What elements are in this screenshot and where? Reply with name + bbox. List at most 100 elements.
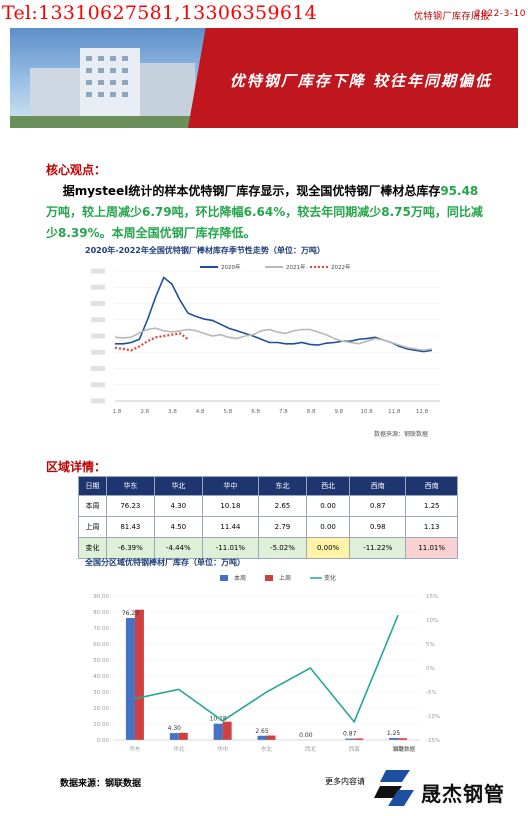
x-tick-label: 6.8 bbox=[251, 409, 260, 415]
x-tick-label: 西北 bbox=[305, 745, 317, 753]
core-paragraph: 据mysteel统计的样本优特钢厂库存显示，现全国优特钢厂棒材总库存95.48万… bbox=[46, 181, 486, 244]
table-cell: 变化 bbox=[78, 537, 107, 559]
col-header: 西南 bbox=[405, 476, 458, 496]
y-tick-mark bbox=[91, 398, 105, 404]
x-tick-label: 2.8 bbox=[140, 409, 149, 415]
x-tick-label: 7.8 bbox=[279, 409, 288, 415]
table-cell: 2.79 bbox=[258, 516, 307, 538]
table-cell: 4.30 bbox=[153, 495, 203, 517]
y2-tick-label: -5% bbox=[426, 690, 437, 696]
bar-上周 bbox=[266, 735, 276, 740]
table-cell: -4.44% bbox=[153, 537, 203, 559]
bar-chart: 0.00 10.00 20.00 30.00 40.00 50.00 60.00 70.00 8… bbox=[93, 574, 440, 753]
table-cell: 81.43 bbox=[105, 516, 155, 538]
col-header: 东北 bbox=[258, 476, 307, 496]
table-cell: 11.01% bbox=[405, 537, 458, 559]
x-tick-label: 华东 bbox=[129, 745, 141, 753]
y-tick-mark bbox=[91, 284, 105, 290]
y2-tick-label: 15% bbox=[426, 594, 438, 600]
table-cell: 10.18 bbox=[201, 495, 260, 517]
col-header: 日期 bbox=[78, 476, 107, 496]
report-date: 2022-3-10 bbox=[474, 9, 526, 19]
y-tick-mark bbox=[91, 349, 105, 355]
y-tick-mark bbox=[91, 301, 105, 306]
y-tick-label: 20.00 bbox=[93, 706, 109, 712]
col-header: 华中 bbox=[201, 476, 260, 496]
brand-logo-icon bbox=[374, 770, 414, 806]
legend-label: 2021年 bbox=[286, 263, 306, 271]
bar-上周 bbox=[398, 738, 408, 740]
table-cell: 4.50 bbox=[153, 516, 203, 538]
y-tick-mark bbox=[91, 382, 105, 388]
table-cell: -11.22% bbox=[349, 537, 407, 559]
line-chart-source: 数据来源：钢联数据 bbox=[374, 431, 429, 438]
legend-label: 变化 bbox=[324, 574, 336, 582]
legend-swatch bbox=[265, 575, 273, 581]
x-tick-label: 11.8 bbox=[388, 409, 401, 415]
legend-swatch bbox=[220, 575, 228, 581]
table-cell: -6.39% bbox=[105, 537, 155, 559]
y-tick-label: 30.00 bbox=[93, 690, 109, 696]
legend-label: 2020年 bbox=[221, 263, 241, 271]
table-cell: 0.87 bbox=[349, 495, 407, 517]
table-row: 本周 76.23 4.30 10.18 2.65 0.00 0.87 1.25 bbox=[78, 495, 458, 517]
data-label: 0.00 bbox=[299, 732, 313, 739]
bar-chart-source: 钢联数据 bbox=[393, 745, 416, 753]
x-tick-label: 10.8 bbox=[360, 409, 373, 415]
line-chart-title: 2020年-2022年全国优特钢厂棒材库存季节性走势（单位：万吨） bbox=[85, 246, 325, 255]
building-photo bbox=[10, 28, 215, 128]
bar-本周 bbox=[389, 738, 399, 740]
col-header: 华东 bbox=[105, 476, 155, 496]
y2-tick-label: 0% bbox=[426, 666, 435, 672]
bar-本周 bbox=[213, 723, 223, 740]
data-label: 2.65 bbox=[255, 728, 269, 735]
region-title: 区域详情： bbox=[46, 460, 107, 474]
x-tick-label: 西南 bbox=[393, 745, 405, 753]
table-row: 上周 81.43 4.50 11.44 2.79 0.00 0.98 1.13 bbox=[78, 516, 458, 538]
footer-source: 数据来源：钢联数据 bbox=[60, 779, 142, 789]
bar-本周 bbox=[345, 738, 355, 740]
table-cell: 0.00 bbox=[305, 516, 351, 538]
y2-tick-label: -15% bbox=[426, 738, 440, 744]
y2-tick-label: 5% bbox=[426, 642, 435, 648]
bar-本周 bbox=[125, 618, 135, 740]
table-cell: 0.00% bbox=[305, 537, 351, 559]
bar-上周 bbox=[134, 609, 144, 740]
table-cell: -5.02% bbox=[258, 537, 307, 559]
table-row: 变化 -6.39% -4.44% -11.01% -5.02% 0.00% -1… bbox=[78, 537, 458, 559]
bar-本周 bbox=[169, 733, 179, 740]
data-label: 1.25 bbox=[387, 730, 401, 737]
table-cell: 0.00 bbox=[305, 495, 351, 517]
core-title: 核心观点： bbox=[46, 163, 107, 177]
legend-label: 上周 bbox=[279, 574, 291, 582]
bar-chart-title: 全国分区域优特钢棒材厂库存（单位：万吨） bbox=[85, 558, 245, 567]
col-header: 西北 bbox=[305, 476, 351, 496]
table-cell: 0.98 bbox=[349, 516, 407, 538]
x-tick-label: 西南 bbox=[349, 745, 361, 753]
bar-上周 bbox=[354, 738, 364, 740]
data-label: 0.87 bbox=[343, 731, 357, 738]
y-tick-label: 40.00 bbox=[93, 674, 109, 680]
y-tick-mark bbox=[91, 268, 105, 274]
col-header: 西南 bbox=[349, 476, 407, 496]
banner: 优特钢厂库存下降 较往年同期偏低 bbox=[10, 28, 518, 128]
footer-more: 更多内容请 bbox=[325, 777, 365, 786]
report-title: 优特钢厂库存周报 2022-3-10 bbox=[413, 9, 526, 22]
data-label: 4.30 bbox=[168, 725, 182, 732]
bar-上周 bbox=[222, 721, 232, 740]
core-text-1: 据mysteel统计的样本优特钢厂库存显示，现全国优特钢厂棒材总库存 bbox=[62, 184, 441, 198]
phone-watermark: Tel:13310627581,13306359614 bbox=[2, 2, 318, 24]
y-tick-mark bbox=[91, 333, 105, 339]
series-line-2022年 bbox=[114, 332, 189, 352]
table-header-row: 日期 华东 华北 华中 东北 西北 西南 西南 bbox=[78, 476, 458, 496]
y-tick-label: 0.00 bbox=[97, 738, 110, 744]
table-cell: 2.65 bbox=[258, 495, 307, 517]
line-chart: 2020年 2021年 2022年 1.8 2.8 3.8 4.8 5.8 6.8 7.8 8.8 9… bbox=[91, 263, 440, 415]
y-tick-label: 80.00 bbox=[93, 610, 109, 616]
x-tick-label: 3.8 bbox=[168, 409, 177, 415]
y2-tick-label: 10% bbox=[426, 618, 438, 624]
legend-label: 本周 bbox=[234, 574, 246, 582]
region-table: 日期 华东 华北 华中 东北 西北 西南 西南 本周 76.23 4.30 10… bbox=[78, 476, 458, 559]
table-cell: 上周 bbox=[78, 516, 107, 538]
y-tick-label: 90.00 bbox=[93, 594, 109, 600]
